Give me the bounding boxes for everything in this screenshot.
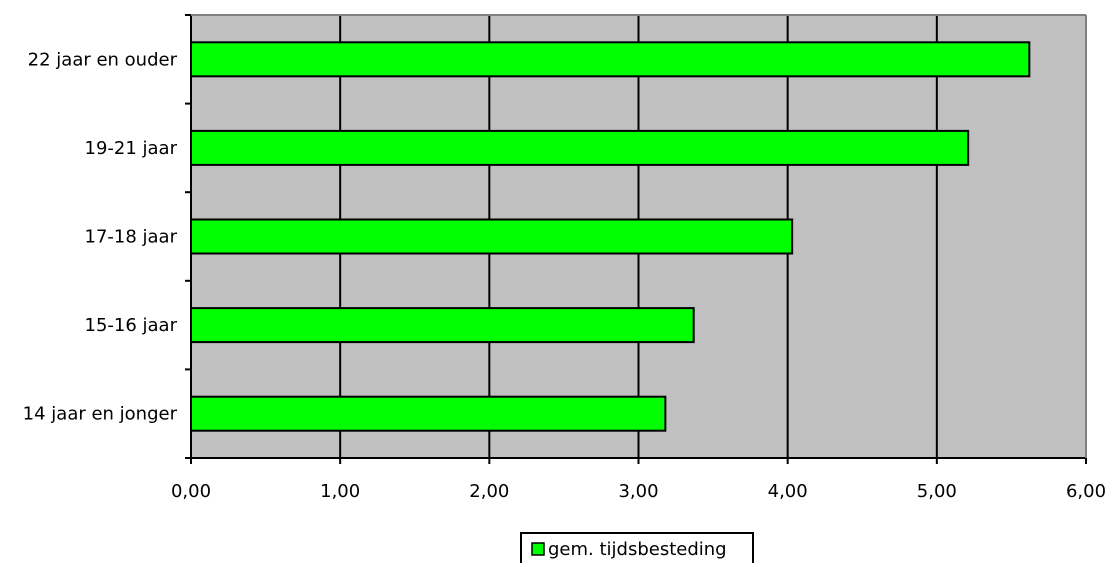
bar [190, 395, 667, 432]
bar [190, 218, 794, 255]
legend: gem. tijdsbesteding [520, 532, 754, 567]
bar [190, 307, 695, 344]
bar [190, 129, 970, 166]
x-tick-label: 0,00 [171, 481, 211, 502]
y-tick-label: 19-21 jaar [85, 138, 178, 159]
legend-box [520, 532, 754, 567]
x-tick-label: 5,00 [917, 481, 957, 502]
legend-label: gem. tijdsbesteding [548, 539, 727, 560]
x-tick-label: 6,00 [1066, 481, 1106, 502]
x-tick-label: 2,00 [469, 481, 509, 502]
y-tick-label: 22 jaar en ouder [28, 49, 178, 70]
x-tick-label: 3,00 [618, 481, 658, 502]
bar [190, 41, 1031, 78]
y-tick-label: 14 jaar en jonger [23, 404, 178, 425]
x-tick-label: 4,00 [768, 481, 808, 502]
legend-swatch [531, 542, 545, 556]
y-tick-label: 15-16 jaar [85, 315, 178, 336]
y-tick-label: 17-18 jaar [85, 227, 178, 248]
x-tick-label: 1,00 [320, 481, 360, 502]
